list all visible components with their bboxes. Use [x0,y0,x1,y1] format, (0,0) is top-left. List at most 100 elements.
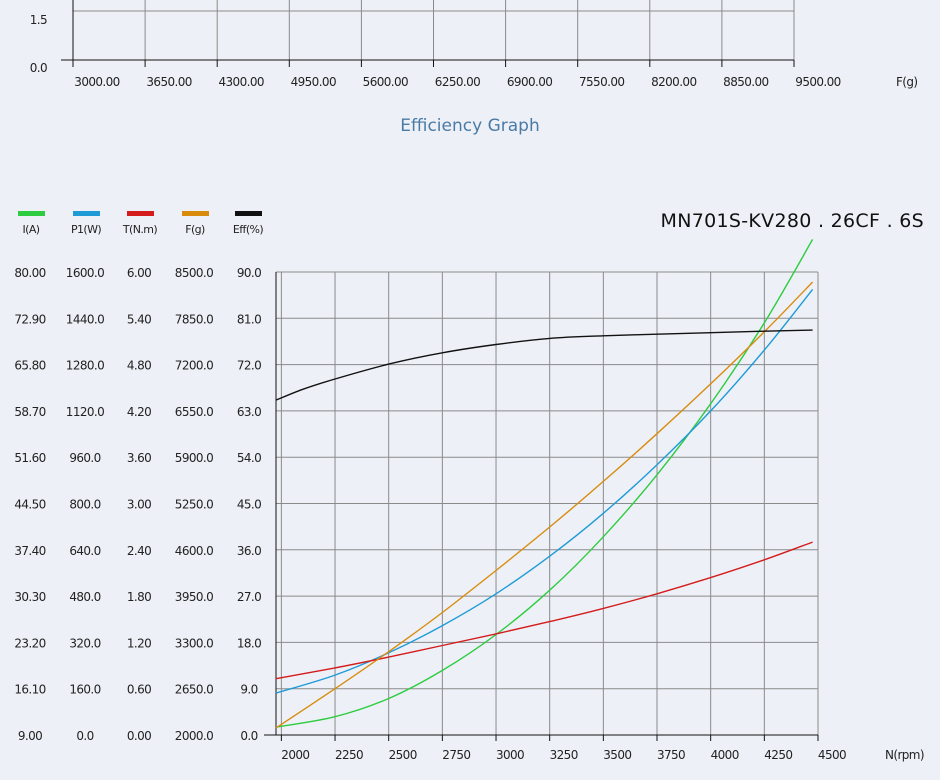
y-tick-label-Eff(%): 27.0 [237,590,261,604]
top-y-tick-label: 0.0 [30,61,47,75]
y-tick-label-I(A): 65.80 [14,359,45,373]
series-line-P1(W) [275,288,814,694]
y-tick-label-I(A): 23.20 [14,636,45,650]
y-tick-label-P1(W): 640.0 [69,544,100,558]
y-tick-label-Eff(%): 18.0 [237,636,261,650]
legend-swatch [182,211,209,216]
top-x-tick-label: 9500.00 [795,75,840,89]
y-tick-label-Eff(%): 90.0 [237,266,261,280]
legend-swatch [18,211,45,216]
x-tick-label: 3250 [550,748,578,762]
y-tick-label-T(N.m): 2.40 [127,544,151,558]
x-axis-label: N(rpm) [885,748,924,762]
section-title: Efficiency Graph [400,116,539,136]
legend-label: Eff(%) [233,223,263,236]
y-tick-label-T(N.m): 1.20 [127,636,151,650]
x-tick-label: 3000 [496,748,524,762]
x-tick-label: 4250 [764,748,792,762]
y-tick-label-F(g): 2650.0 [175,683,213,697]
top-x-tick-label: 6900.00 [507,75,552,89]
y-tick-label-Eff(%): 54.0 [237,451,261,465]
x-tick-label: 4000 [711,748,739,762]
x-tick-label: 2500 [389,748,417,762]
series-line-Eff(%) [275,329,813,401]
y-tick-label-F(g): 5900.0 [175,451,213,465]
y-tick-label-P1(W): 0.0 [76,729,93,743]
y-tick-label-P1(W): 800.0 [69,498,100,512]
top-x-tick-labels: 3000.00 3650.00 4300.00 4950.00 5600.00 6250.… [72,60,841,89]
y-tick-label-T(N.m): 6.00 [127,266,151,280]
y-tick-label-Eff(%): 72.0 [237,359,261,373]
y-tick-label-I(A): 16.10 [14,683,45,697]
y-tick-label-I(A): 9.00 [18,729,42,743]
y-tick-label-P1(W): 960.0 [69,451,100,465]
x-tick-label: 2000 [281,748,309,762]
legend-swatch [127,211,154,216]
legend-label: F(g) [185,223,205,236]
series-line-I(A) [275,239,814,728]
top-x-tick-label: 3650.00 [146,75,191,89]
top-x-tick-label: 8850.00 [723,75,768,89]
top-chart: 1.5 0.0 3000.00 3650.00 4300.00 4950.00 5600… [30,0,918,89]
y-tick-label-I(A): 72.90 [14,312,45,326]
top-y-tick-label: 1.5 [30,13,47,27]
y-tick-label-I(A): 58.70 [14,405,45,419]
y-tick-label-T(N.m): 4.20 [127,405,151,419]
series-line-F(g) [275,281,814,729]
y-tick-label-F(g): 7850.0 [175,312,213,326]
legend-label: P1(W) [71,223,101,236]
y-tick-label-T(N.m): 0.00 [127,729,151,743]
y-tick-label-P1(W): 1440.0 [66,312,104,326]
y-tick-label-I(A): 80.00 [14,266,45,280]
top-x-tick-label: 5600.00 [363,75,408,89]
y-tick-label-I(A): 51.60 [14,451,45,465]
top-chart-grid [61,0,795,61]
legend-swatch [235,211,262,216]
y-tick-label-Eff(%): 0.0 [240,729,257,743]
x-axis: 2000 2250 2500 2750 3000 3250 3500 3750 4000 4250… [280,735,847,762]
chart-title: MN701S-KV280 . 26CF . 6S [661,210,924,232]
y-tick-label-F(g): 8500.0 [175,266,213,280]
y-tick-label-P1(W): 480.0 [69,590,100,604]
y-axes: 9.00 16.10 23.20 30.30 37.40 44.50 51.60 58.70 6… [14,266,261,743]
y-tick-label-P1(W): 1600.0 [66,266,104,280]
top-x-unit-label: F(g) [896,75,917,89]
x-tick-label: 2750 [442,748,470,762]
top-x-tick-label: 3000.00 [74,75,119,89]
y-tick-label-I(A): 30.30 [14,590,45,604]
top-x-tick-label: 4300.00 [218,75,263,89]
y-tick-label-I(A): 44.50 [14,498,45,512]
y-tick-label-F(g): 3950.0 [175,590,213,604]
y-tick-label-P1(W): 160.0 [69,683,100,697]
y-tick-label-F(g): 7200.0 [175,359,213,373]
top-x-tick-label: 4950.00 [291,75,336,89]
x-tick-label: 2250 [335,748,363,762]
y-tick-label-F(g): 3300.0 [175,636,213,650]
y-tick-label-F(g): 4600.0 [175,544,213,558]
series-line-T(N.m) [275,541,813,680]
y-tick-label-T(N.m): 0.60 [127,683,151,697]
x-tick-label: 4500 [818,748,846,762]
y-tick-label-Eff(%): 45.0 [237,498,261,512]
y-tick-label-T(N.m): 4.80 [127,359,151,373]
y-tick-label-T(N.m): 3.00 [127,498,151,512]
legend-label: T(N.m) [122,223,157,236]
x-tick-label: 3750 [657,748,685,762]
plot-grid [264,271,819,736]
legend-swatch [73,211,100,216]
y-tick-label-T(N.m): 1.80 [127,590,151,604]
y-tick-label-F(g): 2000.0 [175,729,213,743]
y-tick-label-F(g): 6550.0 [175,405,213,419]
legend-label: I(A) [23,223,40,236]
top-x-tick-label: 7550.00 [579,75,624,89]
y-tick-label-Eff(%): 36.0 [237,544,261,558]
y-tick-label-Eff(%): 9.0 [240,683,257,697]
x-tick-label: 3500 [603,748,631,762]
y-tick-label-T(N.m): 3.60 [127,451,151,465]
y-tick-label-F(g): 5250.0 [175,498,213,512]
top-x-tick-label: 6250.00 [435,75,480,89]
y-tick-label-I(A): 37.40 [14,544,45,558]
series-lines [275,239,814,729]
y-tick-label-P1(W): 1120.0 [66,405,104,419]
